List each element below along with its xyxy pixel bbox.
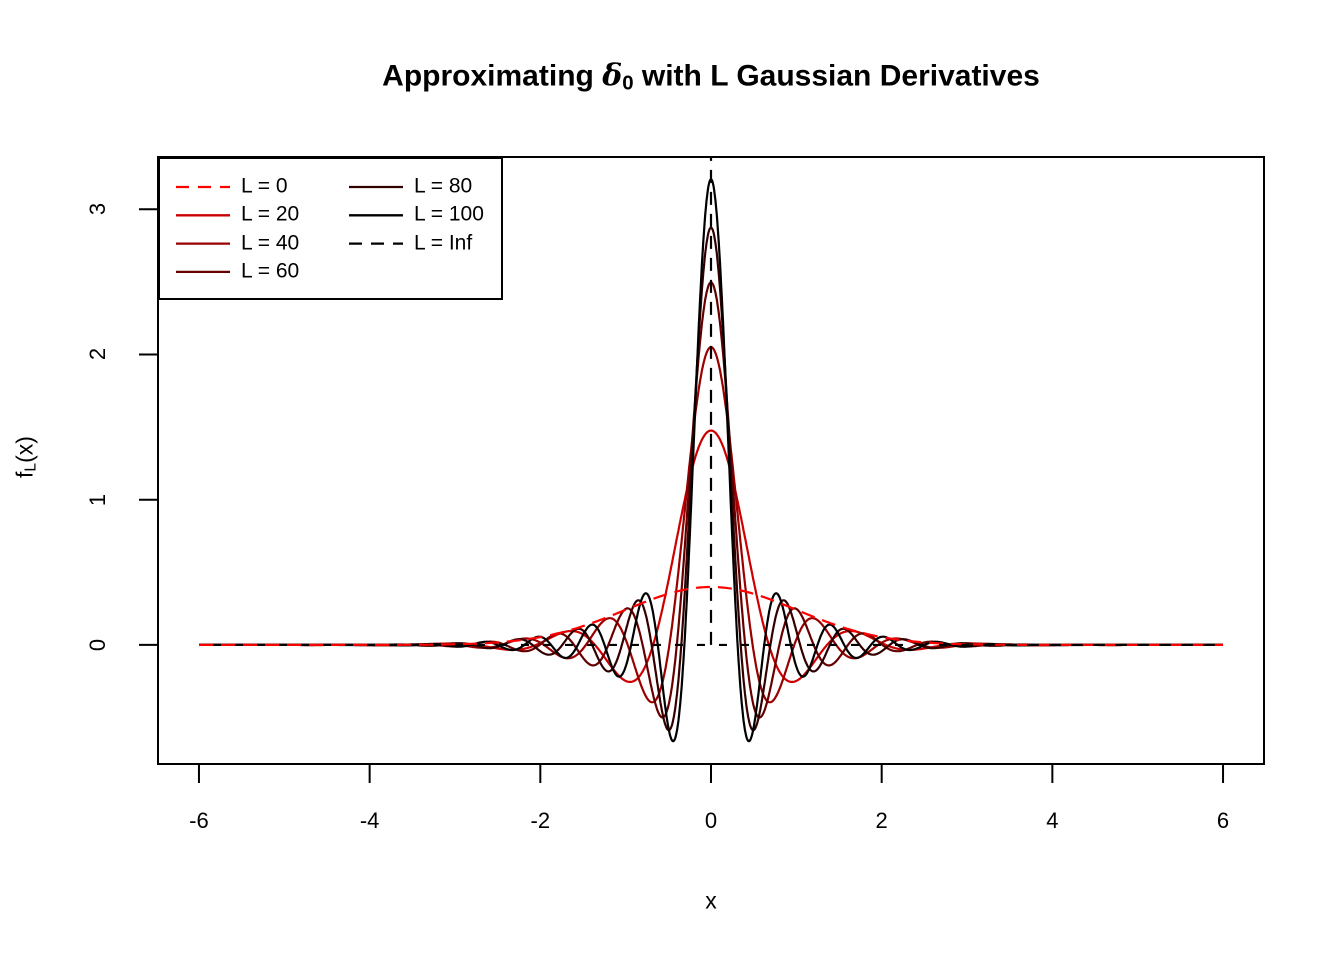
y-axis-title-base: f [11,471,38,478]
delta-subscript: 0 [622,72,634,95]
legend-label: L = 60 [241,259,300,283]
x-tick-label: -4 [359,808,380,833]
legend-label: L = 40 [241,231,300,255]
y-tick-label: 0 [85,638,110,652]
legend-label: L = 100 [414,202,484,226]
y-tick-label: 1 [85,493,110,506]
x-tick-label: -2 [530,808,551,833]
y-axis-title: fL(x) [12,436,41,478]
x-axis-title: x [705,888,717,915]
x-tick-label: -6 [189,808,209,833]
legend-label: L = Inf [414,231,473,255]
y-tick-label: 2 [85,348,110,361]
chart-title: Approximating δ0 with L Gaussian Derivat… [382,59,1040,96]
x-tick-label: 0 [704,808,718,833]
x-tick-label: 6 [1216,808,1230,833]
title-prefix: Approximating [382,59,603,93]
legend-label: L = 80 [414,174,473,198]
y-axis-title-rest: (x) [11,436,38,463]
y-tick-label: 3 [85,203,110,216]
delta-symbol: δ [602,58,623,94]
legend-label: L = 0 [241,174,288,198]
x-axis-title-text: x [705,887,717,914]
x-tick-label: 4 [1046,808,1059,833]
title-suffix: with L Gaussian Derivatives [633,59,1040,93]
legend-label: L = 20 [241,202,300,226]
x-tick-label: 2 [875,808,888,833]
y-axis-title-sub: L [22,462,40,472]
